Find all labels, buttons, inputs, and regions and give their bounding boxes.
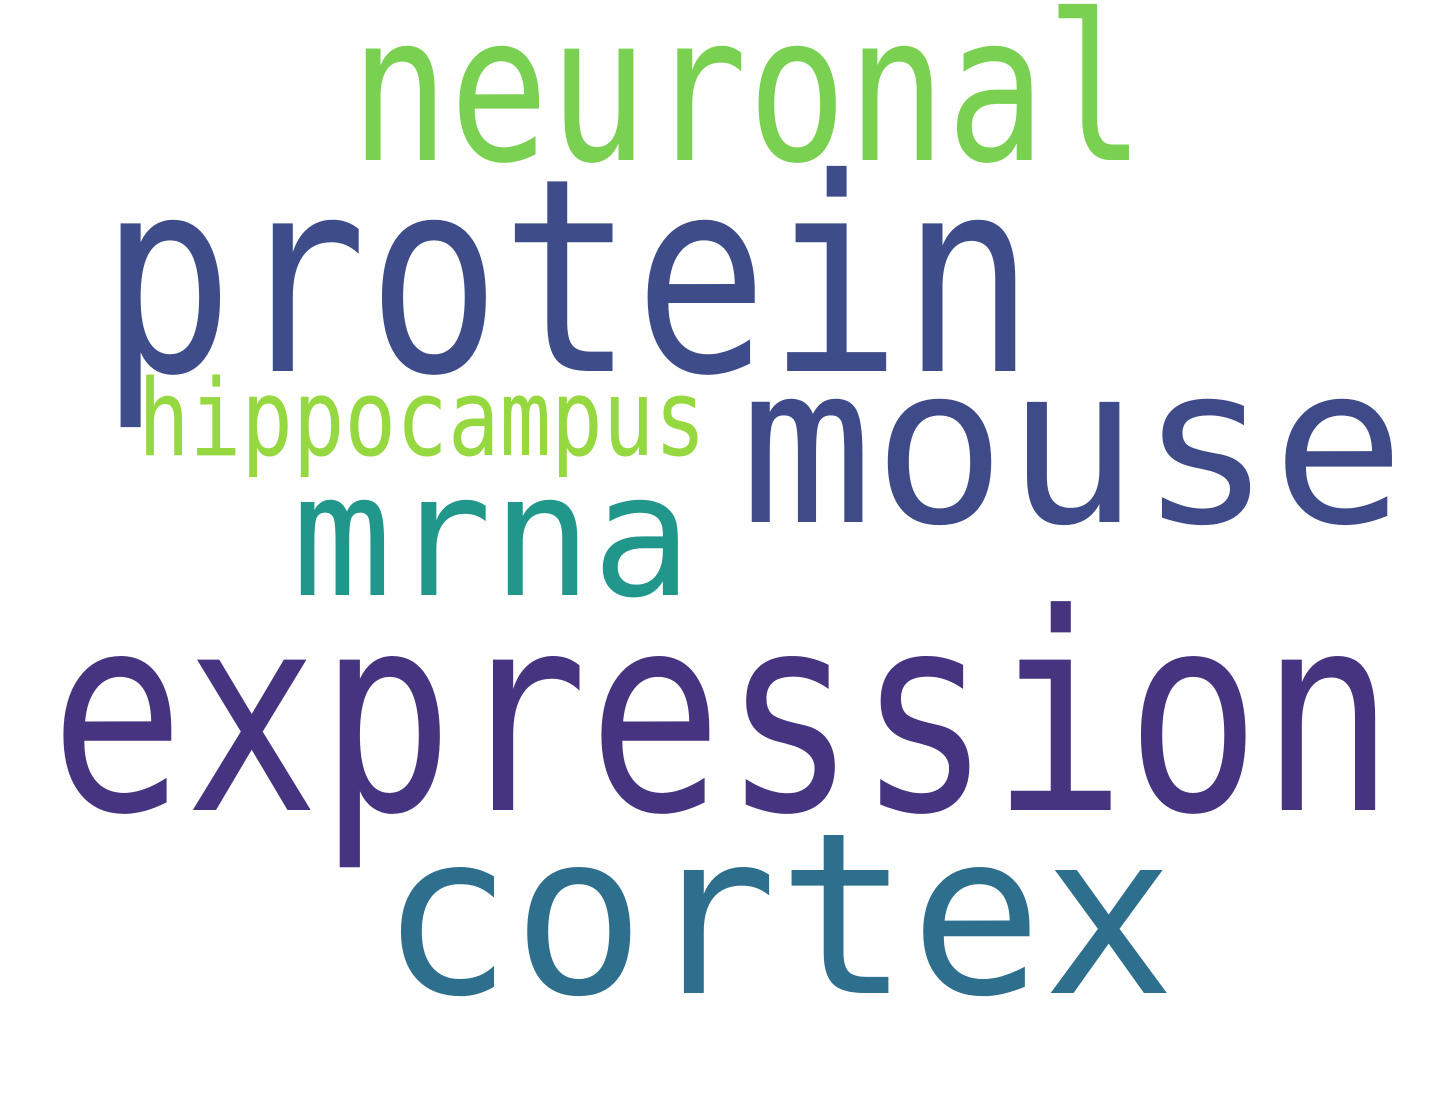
word-neuronal: neuronal <box>350 0 1145 209</box>
word-mrna: mrna <box>292 438 692 636</box>
word-hippocampus: hippocampus <box>138 357 706 480</box>
word-cortex: cortex <box>380 785 1175 1047</box>
word-mouse: mouse <box>740 318 1405 574</box>
word-protein: protein <box>100 120 1035 435</box>
word-expression: expression <box>50 555 1395 875</box>
